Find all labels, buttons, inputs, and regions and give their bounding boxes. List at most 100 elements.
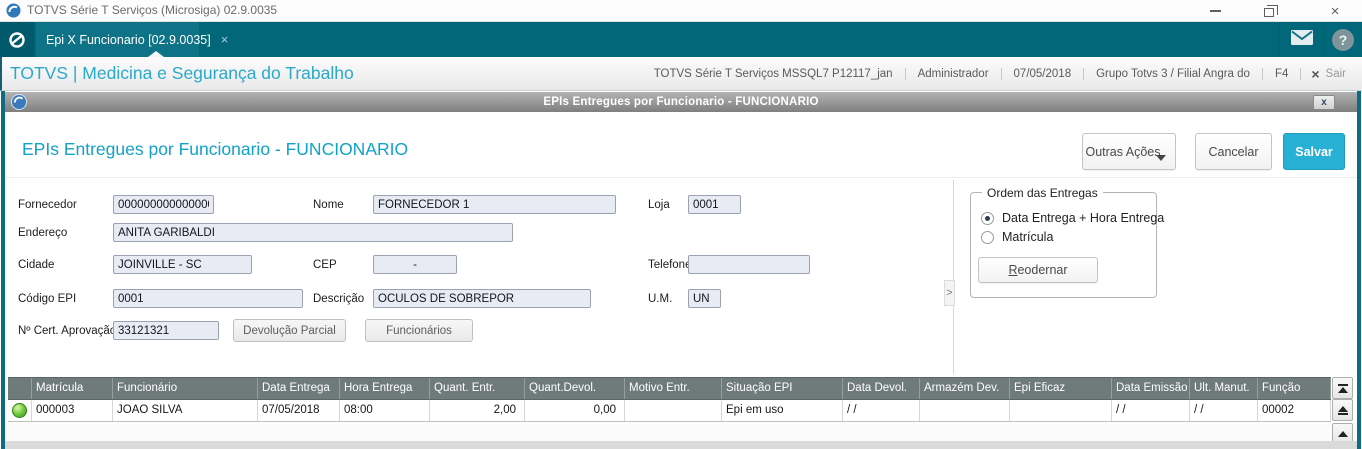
column-header: Data Emissão bbox=[1112, 378, 1190, 399]
dialog-bottom-strip bbox=[5, 441, 1357, 449]
telefone-label: Telefone bbox=[648, 259, 692, 271]
endereco-field[interactable] bbox=[113, 223, 513, 242]
minimize-icon[interactable] bbox=[1198, 0, 1232, 22]
table-row[interactable]: 000003 JOAO SILVA 07/05/2018 08:00 2,00 … bbox=[8, 400, 1331, 422]
heading-divider bbox=[5, 177, 1357, 178]
help-button[interactable]: ? bbox=[1324, 22, 1362, 57]
cert-aprovacao-field[interactable] bbox=[113, 321, 219, 340]
help-icon: ? bbox=[1332, 28, 1354, 51]
cell-data-devol: / / bbox=[843, 400, 920, 421]
cep-field[interactable] bbox=[373, 255, 457, 274]
radio-data-entrega[interactable]: Data Entrega + Hora Entrega bbox=[981, 211, 1164, 225]
endereco-label: Endereço bbox=[18, 227, 68, 239]
reodernar-button[interactable]: Reodernar bbox=[978, 257, 1098, 283]
status-green-icon bbox=[12, 403, 27, 418]
descricao-field[interactable] bbox=[373, 289, 591, 308]
status-column-header bbox=[8, 378, 32, 399]
column-header: Motivo Entr. bbox=[625, 378, 722, 399]
cell-data-emissao: / / bbox=[1112, 400, 1190, 421]
nome-field[interactable] bbox=[373, 195, 616, 214]
cidade-field[interactable] bbox=[113, 255, 252, 274]
outras-acoes-button[interactable]: Outras Ações bbox=[1082, 133, 1176, 170]
scroll-top-icon bbox=[1337, 383, 1348, 386]
tab-epi-x-funcionario[interactable]: Epi X Funcionario [02.9.0035] × bbox=[36, 22, 228, 57]
cell-situacao-epi: Epi em uso bbox=[722, 400, 843, 421]
cell-quant-devol: 0,00 bbox=[525, 400, 625, 421]
descricao-label: Descrição bbox=[313, 293, 365, 305]
cell-funcao: 00002 bbox=[1258, 400, 1331, 421]
totvs-app-icon bbox=[6, 3, 21, 18]
column-header: Função bbox=[1258, 378, 1331, 399]
scroll-prev-icon bbox=[1337, 431, 1348, 437]
dialog-close-icon[interactable]: x bbox=[1313, 95, 1335, 110]
nome-label: Nome bbox=[313, 199, 344, 211]
cep-label: CEP bbox=[313, 259, 337, 271]
loja-label: Loja bbox=[648, 199, 670, 211]
panel-collapse-handle[interactable]: > bbox=[944, 280, 955, 306]
cancelar-button[interactable]: Cancelar bbox=[1195, 133, 1272, 170]
devolucao-parcial-button[interactable]: Devolução Parcial bbox=[233, 319, 346, 342]
codigo-epi-field[interactable] bbox=[113, 289, 303, 308]
cert-aprovacao-label: Nº Cert. Aprovação bbox=[18, 325, 117, 337]
column-header: Funcionário bbox=[113, 378, 258, 399]
loja-field[interactable] bbox=[688, 195, 741, 214]
column-header: Quant.Devol. bbox=[525, 378, 625, 399]
dialog-title-bar[interactable]: EPIs Entregues por Funcionario - FUNCION… bbox=[5, 92, 1357, 112]
cell-motivo-entr bbox=[625, 400, 722, 421]
tab-label: Epi X Funcionario [02.9.0035] bbox=[46, 32, 211, 47]
totvs-ball-icon bbox=[11, 94, 27, 110]
ordem-das-entregas-groupbox: Ordem das Entregas Data Entrega + Hora E… bbox=[970, 186, 1164, 298]
toolbar-divider bbox=[1323, 22, 1324, 57]
fornecedor-label: Fornecedor bbox=[18, 199, 77, 211]
fornecedor-field[interactable] bbox=[113, 195, 214, 214]
tab-bar: Epi X Funcionario [02.9.0035] × ? bbox=[0, 22, 1362, 57]
cell-hora-entrega: 08:00 bbox=[340, 400, 430, 421]
chevron-down-icon bbox=[1156, 155, 1166, 161]
scroll-top-button[interactable] bbox=[1332, 377, 1353, 399]
cell-matricula: 000003 bbox=[32, 400, 113, 421]
restore-icon[interactable] bbox=[1252, 0, 1286, 22]
radio-button-icon[interactable] bbox=[981, 211, 994, 225]
environment-name: TOTVS Série T Serviços MSSQL7 P12117_jan bbox=[642, 67, 906, 80]
tab-close-icon[interactable]: × bbox=[220, 32, 229, 47]
environment-info: TOTVS Série T Serviços MSSQL7 P12117_jan… bbox=[642, 57, 1356, 91]
mail-button[interactable] bbox=[1279, 22, 1323, 57]
cell-ult-manut: / / bbox=[1190, 400, 1258, 421]
totvs-logo-icon[interactable] bbox=[0, 22, 34, 57]
grid-header: Matrícula Funcionário Data Entrega Hora … bbox=[8, 377, 1331, 400]
exit-icon: × bbox=[1311, 65, 1320, 82]
mail-icon bbox=[1290, 29, 1313, 50]
um-label: U.M. bbox=[648, 293, 673, 305]
panel-splitter bbox=[953, 180, 954, 374]
column-header: Data Entrega bbox=[258, 378, 340, 399]
radio-button-icon[interactable] bbox=[981, 230, 994, 244]
dialog-border-right bbox=[1357, 91, 1361, 449]
radio-matricula[interactable]: Matrícula bbox=[981, 230, 1053, 244]
cell-data-entrega: 07/05/2018 bbox=[258, 400, 340, 421]
module-title: TOTVS | Medicina e Segurança do Trabalho bbox=[10, 63, 354, 83]
salvar-button[interactable]: Salvar bbox=[1283, 133, 1345, 170]
cell-quant-entr: 2,00 bbox=[430, 400, 525, 421]
row-status-cell bbox=[8, 400, 32, 421]
codigo-epi-label: Código EPI bbox=[18, 293, 77, 305]
close-icon[interactable]: × bbox=[1330, 2, 1340, 20]
column-header: Situação EPI bbox=[722, 378, 843, 399]
company-branch: Grupo Totvs 3 / Filial Angra do bbox=[1084, 67, 1263, 80]
app-header: TOTVS | Medicina e Segurança do Trabalho… bbox=[0, 57, 1362, 91]
exit-button[interactable]: × Sair bbox=[1311, 65, 1346, 82]
telefone-field[interactable] bbox=[688, 255, 810, 274]
active-tab-pointer bbox=[148, 51, 164, 57]
column-header: Armazém Dev. bbox=[920, 378, 1010, 399]
user-name: Administrador bbox=[906, 67, 1002, 80]
f4-shortcut[interactable]: F4 bbox=[1263, 67, 1302, 80]
system-date: 07/05/2018 bbox=[1002, 67, 1085, 80]
column-header: Ult. Manut. bbox=[1190, 378, 1258, 399]
column-header: Data Devol. bbox=[843, 378, 920, 399]
cell-funcionario: JOAO SILVA bbox=[113, 400, 258, 421]
column-header: Matrícula bbox=[32, 378, 113, 399]
funcionarios-button[interactable]: Funcionários bbox=[365, 319, 473, 342]
page-title: EPIs Entregues por Funcionario - FUNCION… bbox=[22, 139, 409, 159]
grid-empty-area bbox=[5, 423, 1357, 441]
scroll-up-button[interactable] bbox=[1332, 399, 1353, 421]
um-field[interactable] bbox=[688, 289, 721, 308]
